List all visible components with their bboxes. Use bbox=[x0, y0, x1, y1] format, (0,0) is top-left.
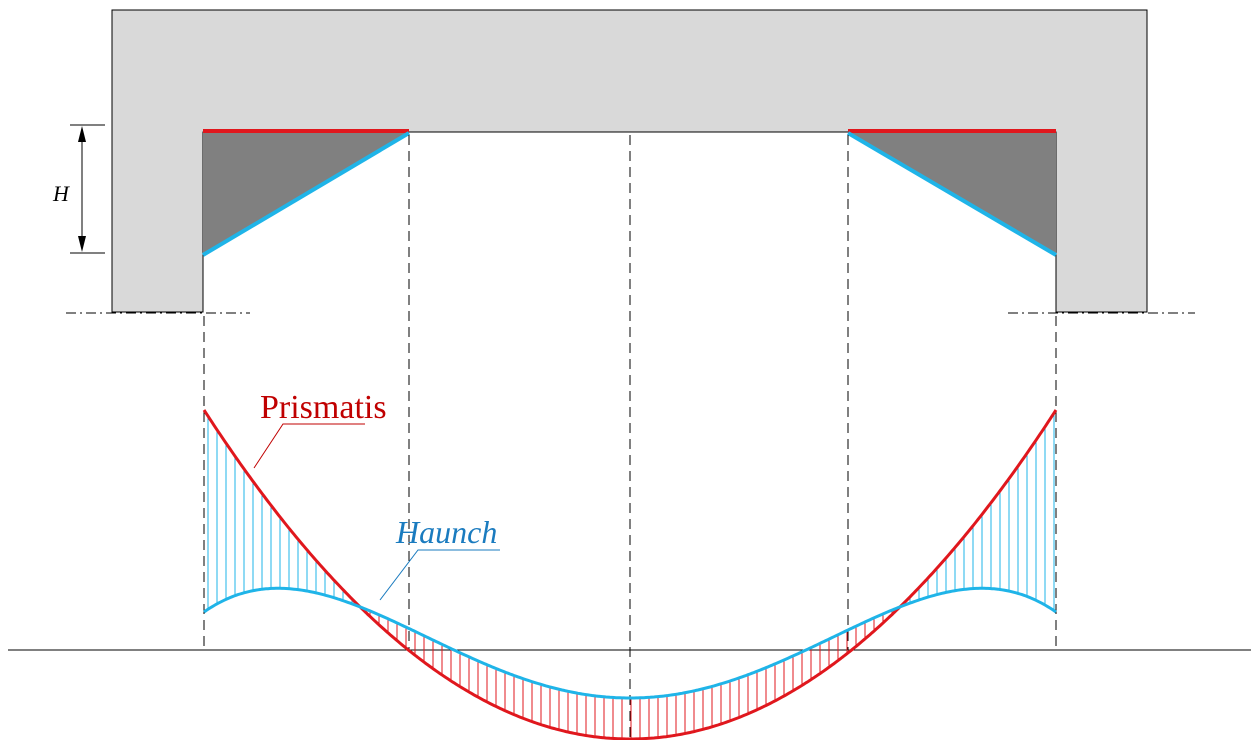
dimension-arrow-top bbox=[78, 126, 86, 142]
haunch-label: Haunch bbox=[395, 514, 497, 550]
reference-lines bbox=[203, 135, 1057, 740]
haunch-moment-curve bbox=[203, 586, 1057, 700]
haunch-slope-right bbox=[846, 131, 1058, 257]
dimension-h bbox=[70, 124, 105, 254]
haunch-leader bbox=[379, 549, 500, 601]
prismatic-moment-curve bbox=[202, 409, 1058, 741]
dimension-arrow-bottom bbox=[78, 236, 86, 252]
prismatic-leader bbox=[253, 423, 365, 469]
moment-difference-hatching bbox=[207, 413, 1055, 739]
prismatic-label: Prismatis bbox=[260, 389, 387, 426]
dimension-label: H bbox=[52, 181, 70, 206]
haunch-slope-left bbox=[201, 131, 411, 257]
